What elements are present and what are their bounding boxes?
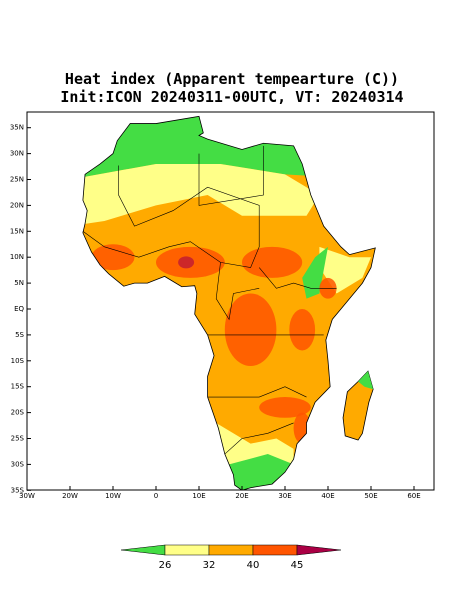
map-subtitle: Init:ICON 20240311-00UTC, VT: 20240314 [60, 88, 403, 106]
madagascar-north [358, 371, 374, 390]
border [215, 262, 260, 321]
lat-tick-label: 10S [11, 357, 25, 365]
border [224, 422, 294, 455]
colorbar-label: 32 [203, 560, 216, 571]
madagascar [342, 370, 374, 441]
lon-tick-label: 40E [321, 492, 334, 500]
map-area [82, 115, 376, 490]
lat-tick-label: 15S [11, 383, 25, 391]
lat-tick-label: 30N [10, 150, 24, 158]
lat-tick-label: 10N [10, 253, 24, 261]
lon-tick-label: 10W [105, 492, 121, 500]
map-title: Heat index (Apparent tempearture (C)) [65, 70, 399, 88]
lat-tick-label: 25N [10, 176, 24, 184]
border [258, 267, 337, 289]
border [198, 145, 264, 206]
coastline [82, 115, 376, 490]
colorbar-label: 40 [247, 560, 260, 571]
color-segment [208, 544, 254, 556]
lon-tick-label: 0 [154, 492, 158, 500]
hot-zone [242, 246, 303, 278]
hot-zone [259, 397, 311, 418]
lat-tick-label: 20S [11, 409, 25, 417]
hot-zone [91, 244, 135, 271]
color-segment [164, 544, 210, 556]
hot-zone [178, 256, 195, 269]
lon-tick-label: 20E [235, 492, 248, 500]
colorbar: 26 32 40 45 [120, 544, 342, 571]
lat-tick-label: 35N [10, 124, 24, 132]
lat-tick-label: 5N [14, 279, 24, 287]
map-frame [26, 111, 435, 491]
color-segment [120, 544, 166, 556]
lon-tick-label: 30W [19, 492, 35, 500]
lat-tick-label: 25S [11, 435, 25, 443]
colorbar-label: 26 [159, 560, 172, 571]
hot-zone [293, 412, 311, 444]
colorbar-label: 45 [291, 560, 304, 571]
border [82, 165, 260, 268]
zone [82, 163, 320, 227]
border [207, 386, 307, 398]
color-segment [296, 544, 342, 556]
color-segment [252, 544, 298, 556]
lat-tick-label: 35S [11, 486, 25, 494]
lat-tick-label: 20N [10, 201, 24, 209]
zone [220, 454, 294, 490]
ticks: 35N 30N 25N 20N 15N 10N 5N EQ 5S 10S 15S 20S 25S 30S 3… [10, 124, 421, 500]
hot-zone [224, 293, 277, 366]
lon-tick-label: 10E [192, 492, 205, 500]
africa-fill [82, 116, 376, 490]
zone [302, 246, 328, 299]
lon-tick-label: 20W [62, 492, 78, 500]
lon-tick-label: 60E [407, 492, 420, 500]
lon-tick-label: 50E [364, 492, 377, 500]
lat-tick-label: EQ [14, 305, 24, 313]
lat-tick-label: 5S [15, 331, 24, 339]
lon-tick-label: 30E [278, 492, 291, 500]
hot-zone [289, 309, 316, 351]
lat-tick-label: 30S [11, 460, 25, 468]
lat-tick-label: 15N [10, 227, 24, 235]
